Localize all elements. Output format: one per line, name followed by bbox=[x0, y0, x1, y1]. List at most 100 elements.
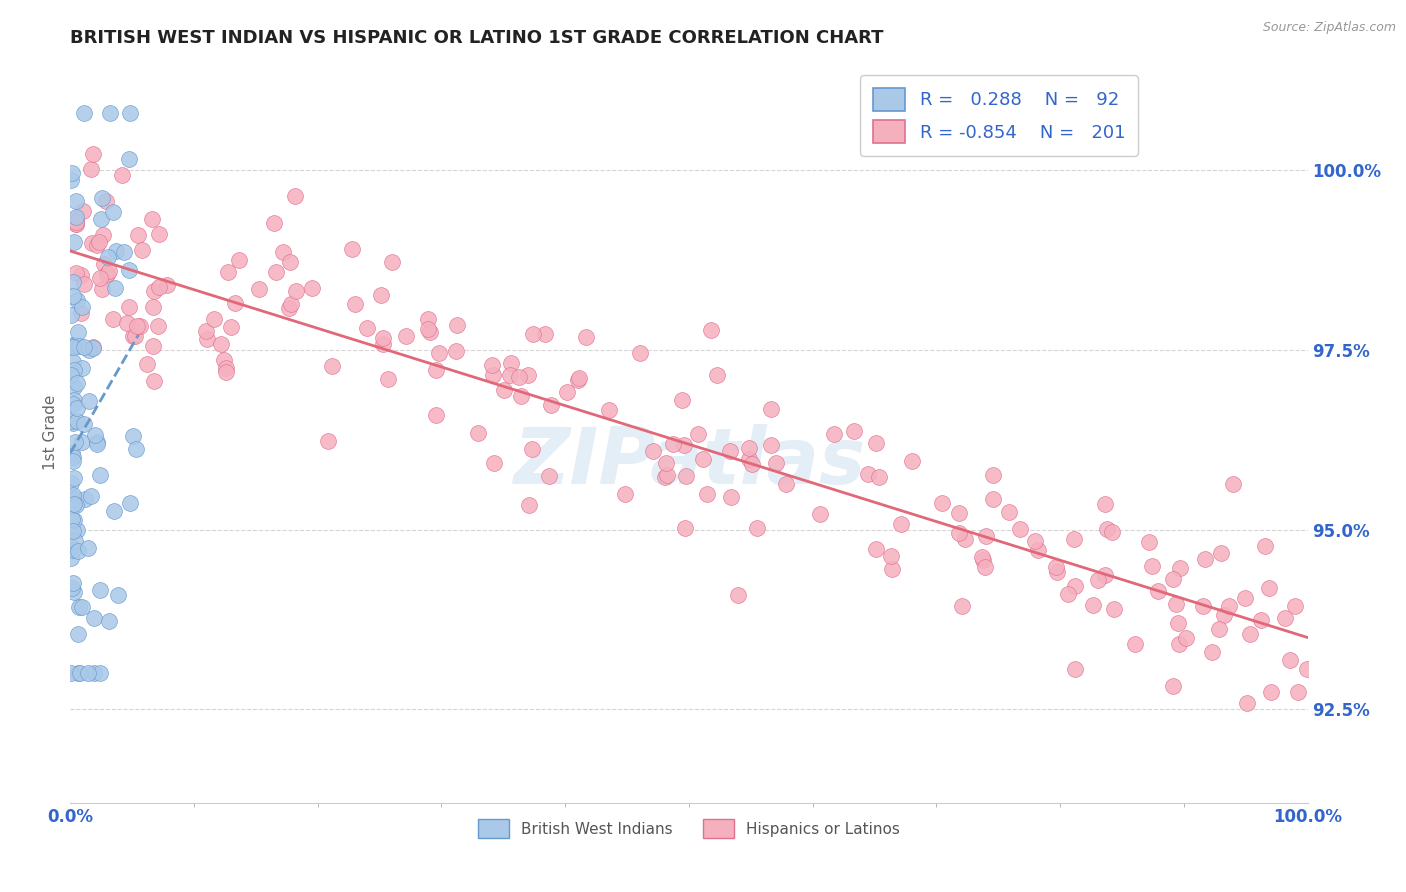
Point bbox=[533, 326, 555, 341]
Point bbox=[1081, 599, 1104, 613]
Point bbox=[1234, 591, 1257, 605]
Point bbox=[1236, 696, 1258, 710]
Point bbox=[90, 282, 112, 296]
Point bbox=[1208, 623, 1230, 637]
Point bbox=[1010, 522, 1032, 536]
Point bbox=[141, 211, 163, 226]
Point bbox=[284, 189, 307, 203]
Point bbox=[1094, 568, 1116, 582]
Point bbox=[1024, 533, 1046, 548]
Point bbox=[60, 666, 83, 681]
Point bbox=[1161, 572, 1184, 586]
Point bbox=[101, 205, 124, 219]
Point bbox=[492, 383, 515, 397]
Point bbox=[1123, 637, 1146, 651]
Point bbox=[1212, 608, 1234, 623]
Point bbox=[82, 340, 104, 354]
Point bbox=[948, 506, 970, 520]
Point bbox=[62, 289, 84, 303]
Point bbox=[598, 403, 620, 417]
Point bbox=[62, 340, 84, 354]
Point bbox=[655, 456, 678, 470]
Point bbox=[568, 371, 591, 385]
Point bbox=[66, 544, 89, 558]
Point bbox=[69, 666, 91, 681]
Point bbox=[981, 492, 1004, 507]
Point bbox=[60, 445, 83, 459]
Text: BRITISH WEST INDIAN VS HISPANIC OR LATINO 1ST GRADE CORRELATION CHART: BRITISH WEST INDIAN VS HISPANIC OR LATIN… bbox=[70, 29, 884, 47]
Point bbox=[427, 346, 450, 360]
Point bbox=[59, 476, 82, 491]
Point bbox=[278, 255, 301, 269]
Point bbox=[555, 384, 578, 399]
Point bbox=[1284, 599, 1306, 613]
Point bbox=[1045, 560, 1067, 574]
Point bbox=[66, 293, 89, 307]
Point bbox=[104, 281, 127, 295]
Point bbox=[264, 265, 287, 279]
Point bbox=[738, 441, 761, 455]
Point bbox=[131, 243, 153, 257]
Point bbox=[419, 325, 441, 339]
Point bbox=[214, 365, 236, 379]
Point bbox=[467, 425, 489, 440]
Point bbox=[63, 585, 86, 599]
Point bbox=[882, 562, 904, 576]
Point bbox=[127, 318, 149, 333]
Point bbox=[654, 470, 676, 484]
Point bbox=[209, 337, 232, 351]
Point bbox=[62, 453, 84, 467]
Point bbox=[1063, 578, 1085, 592]
Point bbox=[1174, 631, 1197, 645]
Point bbox=[301, 281, 323, 295]
Point bbox=[129, 318, 152, 333]
Point bbox=[228, 252, 250, 267]
Point bbox=[394, 329, 416, 343]
Point bbox=[66, 666, 89, 681]
Point bbox=[86, 435, 108, 450]
Point bbox=[65, 217, 87, 231]
Point bbox=[1063, 533, 1085, 547]
Point bbox=[89, 582, 111, 597]
Point bbox=[1192, 599, 1215, 613]
Point bbox=[148, 227, 170, 242]
Point bbox=[70, 306, 93, 320]
Point bbox=[823, 427, 845, 442]
Point bbox=[759, 438, 782, 452]
Point bbox=[65, 401, 87, 416]
Point bbox=[1194, 552, 1216, 566]
Point bbox=[974, 559, 997, 574]
Point bbox=[1168, 637, 1191, 651]
Point bbox=[125, 442, 148, 457]
Point bbox=[60, 414, 83, 428]
Point bbox=[865, 435, 887, 450]
Point bbox=[516, 368, 538, 383]
Point bbox=[510, 389, 533, 403]
Point bbox=[62, 416, 84, 430]
Point bbox=[1167, 616, 1189, 631]
Point bbox=[65, 266, 87, 280]
Point bbox=[62, 276, 84, 290]
Point bbox=[727, 587, 749, 601]
Point bbox=[1258, 582, 1281, 596]
Point bbox=[686, 426, 709, 441]
Point bbox=[340, 242, 363, 256]
Point bbox=[540, 398, 562, 412]
Point bbox=[425, 408, 447, 422]
Point bbox=[67, 325, 90, 339]
Point bbox=[112, 245, 135, 260]
Point bbox=[143, 284, 166, 298]
Point bbox=[481, 368, 503, 382]
Point bbox=[1295, 662, 1317, 676]
Point bbox=[567, 373, 589, 387]
Point bbox=[273, 244, 295, 259]
Point bbox=[1101, 525, 1123, 540]
Point bbox=[65, 211, 87, 226]
Point bbox=[1045, 565, 1067, 579]
Point bbox=[247, 282, 270, 296]
Point bbox=[65, 534, 87, 549]
Point bbox=[62, 513, 84, 527]
Point bbox=[673, 438, 696, 452]
Point bbox=[146, 318, 169, 333]
Point bbox=[67, 600, 90, 615]
